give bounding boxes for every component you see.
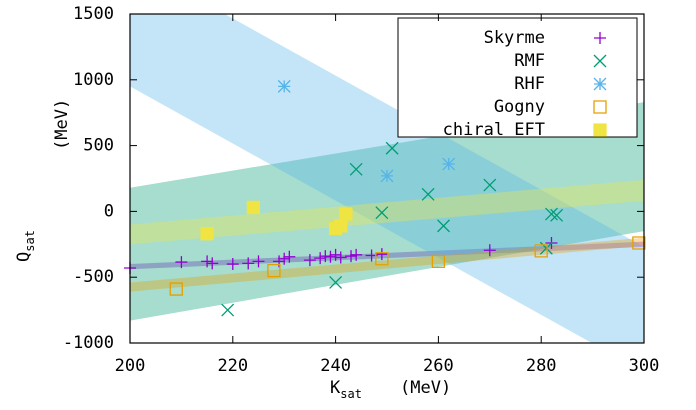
x-tick-label: 280 — [526, 356, 557, 376]
x-label-sub: sat — [340, 387, 362, 401]
legend-marker — [593, 123, 607, 137]
point — [226, 258, 239, 271]
point — [437, 219, 450, 233]
y-label-sub: sat — [23, 230, 37, 252]
x-axis-unit: (MeV) — [400, 378, 451, 398]
point — [349, 162, 363, 176]
y-tick-label: 500 — [83, 136, 114, 156]
point — [345, 250, 358, 263]
point — [431, 254, 446, 269]
legend-marker — [593, 100, 607, 114]
point — [319, 250, 332, 263]
point — [350, 248, 363, 261]
point — [303, 254, 316, 267]
point — [545, 207, 558, 221]
point — [334, 219, 348, 233]
point — [201, 255, 214, 268]
legend-label: RMF — [514, 51, 545, 71]
legend-label: Gogny — [494, 97, 545, 117]
point — [375, 248, 388, 261]
point — [278, 252, 291, 265]
legend-label: chiral EFT — [443, 120, 545, 140]
point — [252, 255, 265, 268]
legend-marker — [594, 32, 606, 44]
point — [206, 257, 219, 270]
point — [329, 276, 343, 289]
point — [169, 282, 183, 296]
y-tick-label: 0 — [104, 201, 114, 221]
y-tick-label: -500 — [73, 267, 114, 287]
legend-label: Skyrme — [484, 28, 545, 48]
legend-marker — [593, 77, 607, 91]
plot-frame — [129, 13, 645, 344]
point — [375, 206, 389, 220]
point — [534, 244, 548, 258]
point — [267, 263, 281, 278]
point — [242, 257, 255, 270]
x-axis-label: Ksat — [330, 378, 362, 401]
marks — [124, 79, 646, 317]
point — [277, 79, 291, 93]
point — [550, 208, 564, 222]
point — [483, 178, 497, 192]
x-tick-label: 240 — [320, 356, 351, 376]
point — [175, 256, 188, 269]
y-tick-label: -1000 — [63, 333, 114, 353]
point — [421, 187, 435, 201]
legend-label: RHF — [514, 74, 545, 94]
point — [334, 251, 347, 264]
point — [385, 141, 399, 155]
point — [221, 303, 235, 317]
point — [246, 200, 261, 215]
y-tick-label: 1000 — [73, 70, 114, 90]
point — [314, 252, 327, 265]
y-tick-label: 1500 — [73, 4, 114, 24]
point — [273, 255, 286, 268]
point — [324, 250, 337, 263]
y-label-main: Q — [14, 252, 34, 262]
point — [200, 227, 214, 241]
point — [283, 250, 296, 263]
point — [483, 244, 496, 257]
y-axis-label: Qsat — [14, 230, 37, 262]
point — [442, 157, 456, 171]
band — [130, 179, 644, 245]
legend-marker — [593, 54, 607, 68]
point — [380, 169, 394, 183]
y-axis-unit: (MeV) — [52, 99, 72, 150]
point — [339, 207, 353, 221]
x-tick-label: 260 — [423, 356, 454, 376]
point — [329, 248, 342, 261]
x-tick-label: 220 — [217, 356, 248, 376]
point — [632, 236, 646, 250]
x-label-main: K — [330, 378, 341, 398]
x-tick-label: 200 — [115, 356, 146, 376]
point — [375, 252, 389, 266]
x-tick-label: 300 — [629, 356, 660, 376]
